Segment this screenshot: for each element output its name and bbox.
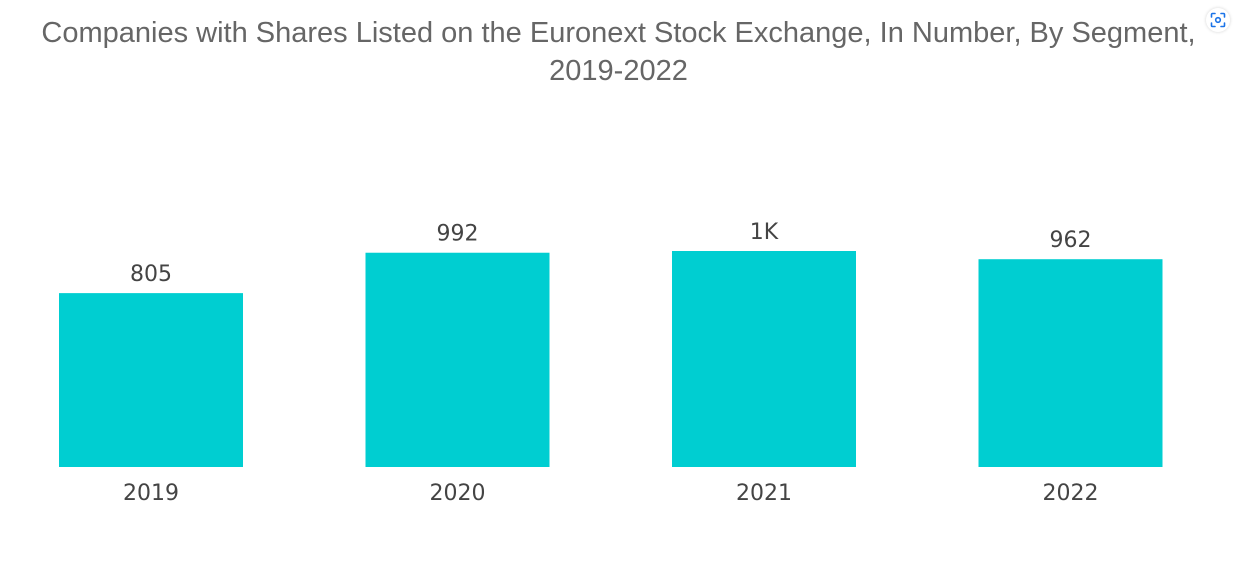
chart-title-line-2: 2019-2022 (549, 55, 688, 87)
x-tick-label-2020: 2020 (430, 481, 486, 506)
data-label-2022: 962 (1050, 228, 1092, 253)
bar-2022 (978, 259, 1163, 467)
x-tick-label-2019: 2019 (123, 481, 179, 506)
chart-title: Companies with Shares Listed on the Euro… (0, 14, 1237, 90)
image-search-button[interactable] (1206, 8, 1230, 32)
chart-title-line-1: Companies with Shares Listed on the Euro… (41, 17, 1196, 49)
image-search-icon (1210, 12, 1226, 28)
data-label-2019: 805 (130, 262, 172, 287)
bar-2021 (672, 251, 856, 467)
data-label-2020: 992 (437, 222, 479, 247)
data-label-2021: 1K (750, 220, 779, 245)
x-tick-label-2022: 2022 (1043, 481, 1099, 506)
bar-2020 (365, 252, 550, 467)
bar-2019 (59, 293, 243, 467)
x-tick-label-2021: 2021 (736, 481, 792, 506)
